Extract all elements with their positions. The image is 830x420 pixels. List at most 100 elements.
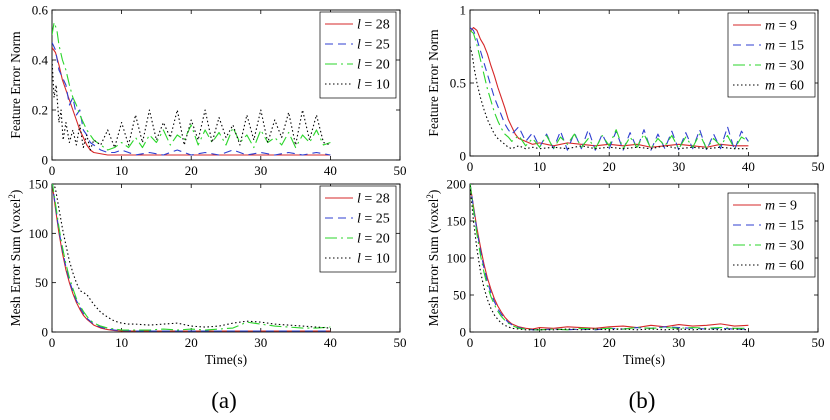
x-tick-label: 20 [603,159,616,174]
y-axis-label-superscript: 2 [7,194,17,199]
series-line-m-60 [470,46,749,150]
series-group [52,21,331,156]
axes-frame [51,9,401,161]
y-axis-label: Mesh Error Sum (voxel2) [7,190,23,327]
y-tick-label: 50 [35,275,48,290]
legend-label: m = 30 [765,239,804,254]
legend-variable: l [357,38,361,53]
legend-variable: m [765,259,775,274]
series-line-m-15 [470,184,749,331]
legend-value: = 15 [775,39,804,54]
y-tick-label: 0 [460,149,467,164]
legend-value: = 28 [361,192,390,207]
y-axis-label-close: ) [8,190,23,195]
x-tick-label: 0 [49,163,56,178]
legend-value: = 60 [775,259,804,274]
legend-value: = 25 [361,212,390,227]
panel-a2: 0 10 20 30 40 50 0 50 100 150 Mesh Error Sum (voxe… [7,177,407,368]
x-axis-label: Time(s) [623,352,665,367]
panel-b2: 0 10 20 30 40 50 0 50 100 150 200 Mesh Error Sum (v… [425,177,825,368]
x-tick-label: 10 [115,335,128,350]
legend-value: = 30 [775,239,804,254]
x-tick-label: 20 [185,335,198,350]
legend-label: m = 60 [765,259,804,274]
legend-value: = 60 [775,79,804,94]
y-tick-label: 0.4 [32,53,49,68]
series-group [470,26,749,151]
series-line-m-60 [470,185,749,331]
series-line-m-9 [470,184,749,330]
y-axis-label: Feature Error Norm [426,29,441,137]
legend-variable: l [357,58,361,73]
legend-box [727,12,816,98]
legend-label: m = 60 [765,79,804,94]
legend-variable: m [765,19,775,34]
legend-box [727,192,816,278]
series-line-l-25 [52,42,331,156]
caption-b: (b) [629,388,656,413]
axes-frame [51,183,401,333]
y-axis-label: Mesh Error Sum (voxel2) [425,190,441,327]
y-axis-label: Feature Error Norm [8,31,23,139]
y-tick-label: 0 [460,325,467,340]
legend-value: = 10 [361,252,390,267]
y-tick-label: 0.5 [450,76,466,91]
y-axis-label-superscript: 2 [425,194,435,199]
legend: l = 28l = 25l = 20l = 10 [319,185,397,273]
series-line-l-25 [52,184,331,332]
series-line-l-20 [52,21,331,151]
x-tick-label: 40 [742,335,755,350]
legend-variable: l [357,78,361,93]
x-tick-label: 50 [812,159,825,174]
x-tick-label: 30 [672,335,685,350]
legend-label: l = 10 [357,252,390,267]
y-tick-label: 0.2 [32,103,48,118]
series-line-l-28 [52,47,331,156]
panel-a1: 0 10 20 30 40 50 0 0.2 0.4 0.6 Feature Error Norm l… [8,3,407,179]
legend-label: l = 28 [357,18,390,33]
legend-label: m = 9 [765,19,797,34]
y-tick-label: 100 [29,226,49,241]
legend-variable: m [765,199,775,214]
series-line-l-20 [52,184,331,331]
series-group [52,184,331,332]
y-tick-label: 0.6 [32,3,49,18]
legend-label: l = 28 [357,192,390,207]
legend-value: = 10 [361,78,390,93]
y-tick-label: 150 [29,177,49,192]
legend-variable: m [765,59,775,74]
series-line-m-15 [470,27,749,151]
x-axis-label: Time(s) [205,352,247,367]
legend-label: l = 20 [357,58,390,73]
legend-value: = 20 [361,58,390,73]
legend-value: = 28 [361,18,390,33]
x-tick-label: 50 [394,335,407,350]
x-tick-label: 30 [254,335,267,350]
legend: m = 9m = 15m = 30m = 60 [727,12,816,98]
legend-value: = 15 [775,219,804,234]
x-tick-label: 50 [394,163,407,178]
x-tick-label: 30 [254,163,267,178]
x-tick-label: 30 [672,159,685,174]
legend-variable: m [765,219,775,234]
legend-variable: l [357,212,361,227]
legend-variable: l [357,252,361,267]
legend-variable: l [357,192,361,207]
legend-box [319,185,397,273]
legend-label: m = 9 [765,199,797,214]
legend-label: l = 10 [357,78,390,93]
x-tick-label: 40 [324,163,337,178]
legend-variable: m [765,79,775,94]
legend-variable: l [357,18,361,33]
y-tick-label: 0 [42,153,49,168]
x-tick-label: 20 [603,335,616,350]
x-tick-label: 20 [185,163,198,178]
series-line-m-9 [470,26,749,148]
legend-value: = 25 [361,38,390,53]
y-tick-label: 50 [453,288,466,303]
legend-variable: l [357,232,361,247]
y-axis-label-close: ) [426,190,441,195]
x-tick-label: 10 [115,163,128,178]
